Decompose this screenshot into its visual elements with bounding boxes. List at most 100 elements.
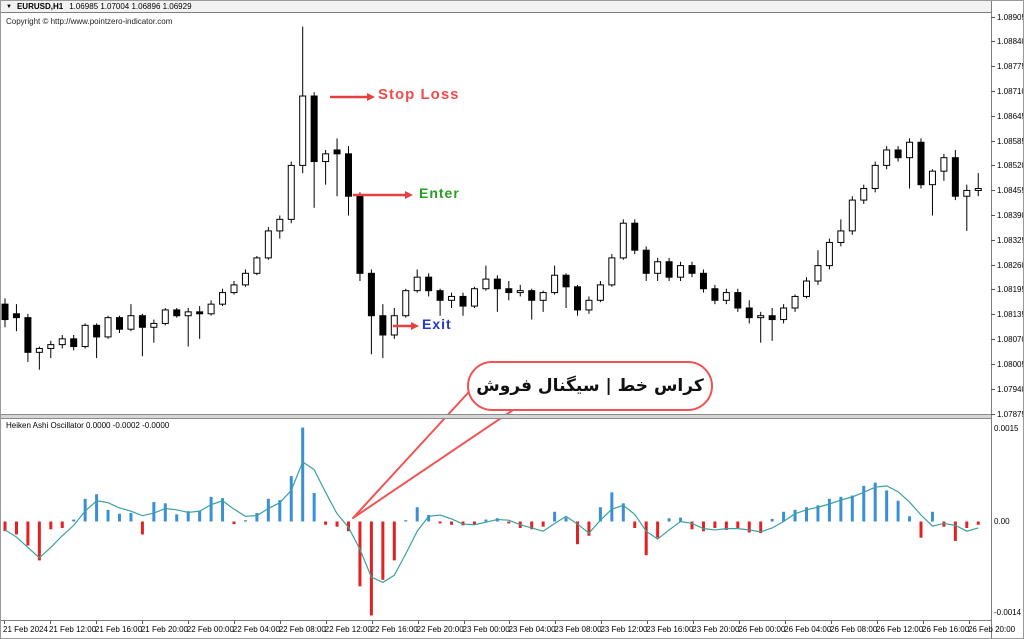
- time-axis-separator: [1, 620, 1023, 621]
- time-tick-mark: [371, 621, 373, 624]
- time-tick-label: 26 Feb 04:00: [784, 625, 832, 634]
- time-tick-label: 23 Feb 20:00: [692, 625, 740, 634]
- ohlc-quote: 1.06985 1.07004 1.06896 1.06929: [69, 2, 192, 11]
- price-axis[interactable]: [991, 1, 1023, 638]
- price-tick-mark: [991, 388, 995, 390]
- price-tick-label: 1.08905: [997, 12, 1024, 22]
- exit-annotation[interactable]: Exit: [422, 316, 452, 332]
- stop-loss-annotation[interactable]: Stop Loss: [378, 86, 460, 103]
- indicator-label: Heiken Ashi Oscillator 0.0000 -0.0002 -0…: [6, 421, 170, 430]
- time-tick-mark: [968, 621, 970, 624]
- time-tick-mark: [141, 621, 143, 624]
- time-tick-mark: [555, 621, 557, 624]
- time-tick-mark: [187, 621, 189, 624]
- time-tick-mark: [417, 621, 419, 624]
- time-tick-mark: [325, 621, 327, 624]
- time-tick-label: 26 Feb 00:00: [738, 625, 786, 634]
- price-tick-label: 1.08260: [997, 260, 1024, 270]
- price-tick-mark: [991, 165, 995, 167]
- price-tick-label: 1.08005: [997, 359, 1024, 369]
- copyright-text: Copyright © http://www.pointzero-indicat…: [6, 17, 173, 26]
- price-tick-label: 1.07875: [997, 409, 1024, 419]
- price-tick-mark: [991, 314, 995, 316]
- time-tick-mark: [693, 621, 695, 624]
- time-tick-mark: [95, 621, 97, 624]
- oscillator-tick-label: 0.00: [994, 516, 1010, 526]
- time-tick-label: 22 Feb 12:00: [324, 625, 372, 634]
- chart-title-bar[interactable]: ▼ EURUSD,H1 1.06985 1.07004 1.06896 1.0692…: [1, 1, 1023, 13]
- price-tick-label: 1.08645: [997, 111, 1024, 121]
- price-tick-mark: [991, 115, 995, 117]
- time-tick-label: 26 Feb 08:00: [830, 625, 878, 634]
- symbol-dropdown-icon[interactable]: ▼: [6, 4, 12, 10]
- time-tick-label: 23 Feb 16:00: [646, 625, 694, 634]
- price-tick-mark: [991, 90, 995, 92]
- price-tick-label: 1.07940: [997, 384, 1024, 394]
- time-tick-mark: [739, 621, 741, 624]
- time-tick-mark: [4, 621, 5, 624]
- time-tick-label: 21 Feb 16:00: [94, 625, 143, 634]
- price-tick-label: 1.08585: [997, 136, 1024, 146]
- time-tick-mark: [877, 621, 879, 624]
- oscillator-tick-label: 0.0015: [994, 424, 1019, 433]
- time-tick-mark: [647, 621, 649, 624]
- price-tick-label: 1.08325: [997, 235, 1024, 245]
- time-tick-label: 23 Feb 04:00: [508, 625, 556, 634]
- oscillator-histogram-layer: [3, 427, 980, 616]
- time-tick-label: 26 Feb 12:00: [876, 625, 924, 634]
- price-tick-label: 1.08840: [997, 37, 1024, 47]
- time-tick-label: 26 Feb 16:00: [922, 625, 970, 634]
- time-tick-label: 26 Feb 20:00: [967, 625, 1016, 634]
- price-tick-label: 1.08455: [997, 186, 1024, 196]
- time-tick-label: 21 Feb 20:00: [140, 625, 188, 634]
- time-tick-mark: [923, 621, 924, 624]
- price-tick-mark: [991, 190, 995, 192]
- price-tick-mark: [991, 239, 995, 241]
- price-tick-label: 1.08775: [997, 62, 1024, 72]
- price-tick-label: 1.08520: [997, 161, 1024, 171]
- annotation-arrows[interactable]: [330, 93, 419, 330]
- price-tick-mark: [991, 363, 995, 365]
- time-tick-mark: [463, 621, 465, 624]
- time-tick-label: 21 Feb 12:00: [48, 625, 97, 634]
- price-tick-label: 1.08070: [997, 335, 1024, 345]
- price-tick-mark: [991, 16, 995, 18]
- time-tick-mark: [509, 621, 511, 624]
- price-tick-mark: [991, 413, 995, 415]
- time-tick-label: 22 Feb 00:00: [186, 625, 234, 634]
- oscillator-signal-line: [4, 460, 979, 584]
- time-tick-mark: [831, 621, 833, 624]
- price-tick-label: 1.08390: [997, 211, 1024, 220]
- sell-signal-callout[interactable]: کراس خط | سیگنال فروش: [467, 361, 713, 411]
- time-tick-mark: [233, 621, 235, 624]
- oscillator-tick-label: -0.0014: [994, 608, 1022, 617]
- price-tick-mark: [991, 289, 995, 291]
- symbol-timeframe: EURUSD,H1: [16, 2, 64, 11]
- time-tick-label: 23 Feb 12:00: [600, 625, 648, 634]
- time-tick-label: 23 Feb 08:00: [554, 625, 602, 634]
- time-tick-mark: [785, 621, 787, 624]
- price-tick-mark: [991, 41, 995, 43]
- time-tick-label: 22 Feb 08:00: [278, 625, 326, 634]
- time-tick-label: 22 Feb 20:00: [416, 625, 464, 634]
- panel-splitter[interactable]: [1, 414, 991, 419]
- sell-signal-callout-text: کراس خط | سیگنال فروش: [476, 376, 704, 396]
- price-tick-mark: [991, 264, 995, 266]
- price-tick-label: 1.08195: [997, 285, 1024, 295]
- price-tick-label: 1.08135: [997, 310, 1024, 320]
- price-tick-mark: [991, 66, 995, 68]
- time-tick-label: 22 Feb 16:00: [370, 625, 418, 634]
- time-tick-label: 21 Feb 2024: [3, 625, 48, 634]
- time-tick-mark: [279, 621, 281, 624]
- time-tick-mark: [601, 621, 603, 624]
- price-tick-mark: [991, 215, 995, 216]
- time-tick-label: 22 Feb 04:00: [232, 625, 280, 634]
- candles-layer: [1, 26, 982, 370]
- time-tick-mark: [49, 621, 51, 624]
- price-tick-mark: [991, 339, 995, 341]
- price-tick-label: 1.08710: [997, 86, 1024, 96]
- price-tick-mark: [991, 140, 995, 142]
- enter-annotation[interactable]: Enter: [419, 185, 460, 201]
